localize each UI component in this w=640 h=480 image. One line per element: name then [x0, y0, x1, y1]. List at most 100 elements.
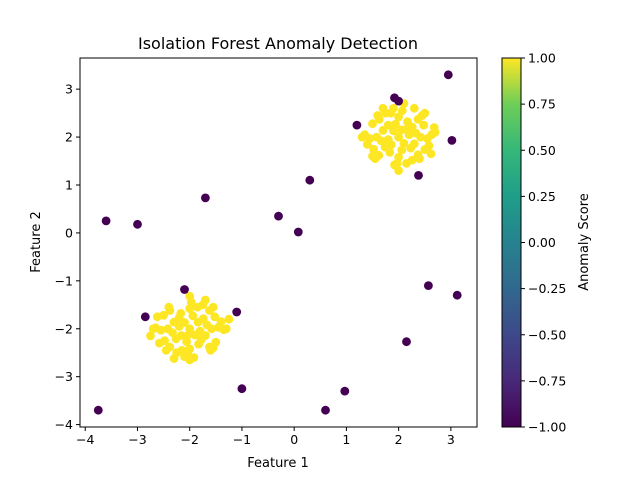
data-point-normal [188, 311, 198, 321]
data-point-normal [362, 139, 372, 149]
data-point-normal [193, 317, 203, 327]
data-point-normal [420, 108, 430, 118]
data-point-normal [202, 320, 212, 330]
colorbar-tick-label: −1.00 [528, 420, 566, 435]
x-tick-label: 3 [447, 432, 455, 447]
x-axis-label: Feature 1 [247, 456, 309, 471]
data-point-anomaly [140, 312, 150, 322]
colorbar-tick-label: −0.50 [528, 327, 566, 342]
y-tick-label: −2 [55, 321, 73, 336]
y-tick-label: 3 [65, 82, 73, 97]
colorbar-tick-label: 0.75 [528, 97, 556, 112]
data-point-normal [409, 139, 419, 149]
data-point-normal [216, 317, 226, 326]
data-point-normal [399, 138, 409, 148]
data-point-anomaly [352, 120, 362, 130]
data-point-normal [164, 302, 174, 312]
y-tick-label: −4 [55, 417, 73, 432]
data-point-anomaly [133, 219, 142, 229]
data-point-normal [386, 108, 396, 118]
colorbar-tick-label: −0.25 [528, 281, 566, 296]
data-point-normal [357, 132, 367, 142]
data-point-normal [195, 326, 205, 336]
data-point-normal [419, 120, 429, 130]
x-tick-label: −2 [180, 432, 198, 447]
data-point-anomaly [93, 405, 103, 415]
data-point-normal [148, 324, 158, 334]
data-point-normal [368, 151, 377, 161]
data-point-normal [377, 136, 386, 146]
y-tick-label: 0 [65, 225, 73, 240]
data-point-normal [368, 119, 377, 129]
data-point-normal [221, 324, 231, 334]
data-point-normal [397, 106, 407, 116]
x-axis: −4 −3 −2 −1 0 1 2 3 [76, 427, 455, 447]
colorbar-tick-label: 0.50 [528, 143, 556, 158]
y-tick-label: −1 [55, 273, 73, 288]
data-point-anomaly [340, 386, 350, 396]
data-point-normal [224, 314, 234, 324]
data-point-normal [168, 328, 177, 337]
data-point-anomaly [452, 290, 462, 300]
data-point-normal [210, 312, 220, 322]
data-point-normal [146, 331, 155, 341]
data-point-normal [396, 125, 406, 135]
data-point-anomaly [321, 405, 330, 415]
data-point-normal [391, 119, 400, 129]
colorbar-tick-label: −0.75 [528, 373, 566, 388]
data-point-normal [426, 149, 436, 159]
data-point-normal [185, 291, 195, 301]
data-point-normal [394, 132, 403, 142]
x-tick-label: 1 [342, 432, 350, 447]
colorbar-ticks: −1.00 −0.75 −0.50 −0.25 0.00 0.25 0.50 0.75 1.00 [521, 51, 566, 435]
data-point-anomaly [293, 227, 303, 237]
data-point-normal [383, 135, 393, 144]
data-point-normal [155, 338, 164, 348]
data-point-normal [378, 103, 388, 113]
data-point-normal [373, 111, 383, 120]
data-point-normal [182, 331, 192, 341]
colorbar-tick-label: 0.00 [528, 235, 556, 250]
plot-area [79, 57, 478, 428]
data-point-normal [397, 145, 407, 155]
data-point-anomaly [394, 96, 403, 106]
y-tick-label: −3 [55, 369, 73, 384]
data-point-normal [189, 353, 199, 362]
data-point-normal [411, 128, 421, 138]
data-point-normal [177, 345, 187, 355]
data-point-normal [402, 159, 411, 168]
data-point-normal [174, 322, 184, 331]
colorbar-tick-label: 0.25 [528, 189, 556, 204]
data-point-anomaly [201, 193, 210, 203]
data-point-normal [369, 144, 378, 154]
chart-title: Isolation Forest Anomaly Detection [138, 34, 418, 53]
data-point-normal [385, 148, 395, 157]
data-point-normal [193, 302, 202, 312]
data-point-normal [378, 125, 388, 135]
data-point-normal [409, 103, 419, 113]
data-point-normal [415, 154, 424, 164]
data-point-normal [201, 295, 210, 305]
data-point-anomaly [180, 285, 189, 294]
colorbar: −1.00 −0.75 −0.50 −0.25 0.00 0.25 0.50 0.75 1.00 [501, 51, 566, 435]
data-point-anomaly [424, 281, 433, 290]
x-tick-label: 2 [395, 432, 403, 447]
data-point-anomaly [402, 337, 411, 347]
data-point-normal [389, 126, 398, 136]
data-point-normal [161, 345, 171, 355]
colorbar-label: Anomaly Score [577, 193, 592, 291]
data-point-normal [429, 123, 439, 132]
data-point-normal [404, 130, 414, 140]
data-point-anomaly [414, 171, 423, 180]
x-tick-label: −3 [128, 432, 146, 447]
data-point-normal [176, 309, 186, 318]
data-point-anomaly [443, 70, 453, 80]
data-point-anomaly [447, 136, 457, 145]
data-point-normal [185, 324, 195, 334]
y-axis-label: Feature 2 [29, 211, 44, 273]
data-point-anomaly [101, 216, 111, 226]
colorbar-gradient [501, 57, 522, 428]
data-point-normal [152, 312, 162, 322]
